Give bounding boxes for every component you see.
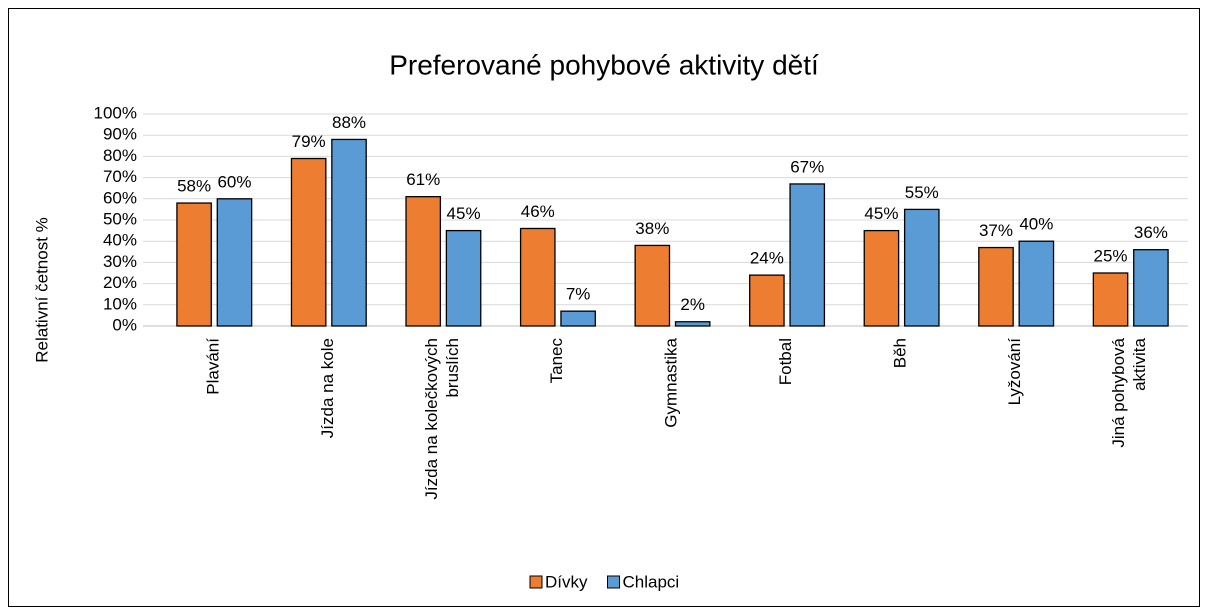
bar (560, 310, 596, 327)
data-label: 7% (566, 285, 591, 304)
x-tick-label: Jízda na kole (318, 338, 337, 438)
legend-swatch (607, 575, 620, 589)
bar (519, 227, 556, 327)
bar (216, 198, 253, 327)
y-axis-title: Relativní četnost % (32, 217, 51, 363)
data-label: 79% (292, 132, 326, 151)
data-label: 67% (790, 157, 824, 176)
legend-label: Dívky (545, 572, 588, 591)
y-tick-label: 20% (103, 273, 137, 292)
y-tick-label: 70% (103, 167, 137, 186)
x-tick-label: Lyžování (1006, 338, 1025, 406)
data-label: 24% (750, 249, 784, 268)
data-label: 25% (1094, 246, 1128, 265)
x-tick-label: Gymnastika (662, 337, 681, 427)
y-tick-label: 90% (103, 125, 137, 144)
bar (978, 246, 1014, 327)
y-tick-label: 50% (103, 209, 137, 228)
data-label: 45% (447, 204, 481, 223)
x-tick-label: Jiná pohybová aktivita (1110, 337, 1150, 447)
data-label: 37% (979, 221, 1013, 240)
bar (1092, 272, 1129, 327)
y-tick-label: 40% (103, 231, 137, 250)
bar (749, 274, 785, 327)
y-tick-label: 100% (94, 103, 137, 122)
bar (789, 183, 826, 327)
data-label: 38% (635, 219, 669, 238)
data-label: 45% (864, 204, 898, 223)
bar (674, 321, 711, 327)
x-tick-label: Fotbal (777, 338, 796, 385)
bar (1133, 249, 1169, 327)
bar (331, 138, 367, 327)
y-tick-label: 60% (103, 188, 137, 207)
data-label: 61% (406, 170, 440, 189)
data-label: 58% (177, 177, 211, 196)
bar (445, 229, 482, 327)
data-label: 46% (521, 202, 555, 221)
y-tick-label: 30% (103, 252, 137, 271)
bar (405, 196, 442, 327)
data-label: 40% (1019, 215, 1053, 234)
bar (903, 208, 940, 327)
x-tick-label: Běh (891, 338, 910, 368)
bar (176, 202, 212, 327)
bar (634, 244, 671, 327)
y-tick-label: 80% (103, 146, 137, 165)
data-label: 2% (680, 295, 705, 314)
data-label: 55% (905, 183, 939, 202)
y-tick-label: 10% (103, 294, 137, 313)
legend-label: Chlapci (623, 572, 680, 591)
data-label: 36% (1134, 223, 1168, 242)
bar (1018, 240, 1055, 327)
x-tick-label: Tanec (547, 338, 566, 384)
chart-title: Preferované pohybové aktivity dětí (389, 49, 819, 80)
legend-swatch (529, 575, 543, 589)
bar (863, 229, 900, 327)
x-tick-label: Plavání (204, 338, 223, 395)
data-label: 88% (332, 113, 366, 132)
x-tick-label: Jízda na kolečkových bruslích (422, 338, 462, 500)
data-label: 60% (217, 172, 251, 191)
bar (290, 157, 327, 327)
y-tick-label: 0% (112, 315, 137, 334)
